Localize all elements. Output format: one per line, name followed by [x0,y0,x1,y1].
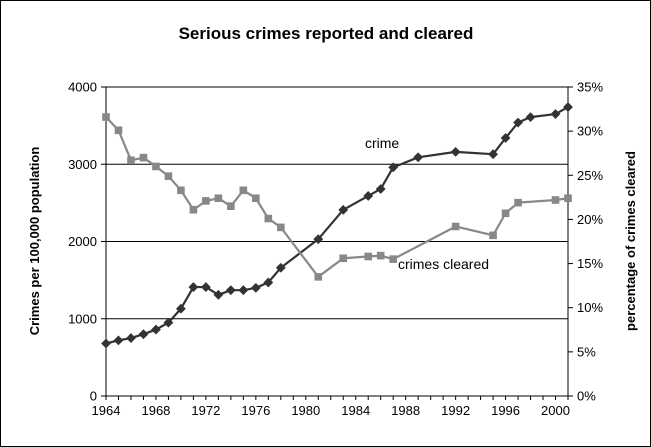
data-point-crimes-cleared [551,196,560,204]
series-markers [101,102,573,349]
data-point-crimes-cleared [389,255,397,263]
data-point-crimes-cleared [451,222,460,231]
data-point-crime [563,102,573,112]
data-point-crime [513,117,523,128]
data-point-crime [488,149,498,160]
data-point-crime [213,289,224,300]
data-point-crime [188,282,199,292]
data-point-crimes-cleared [376,251,385,260]
data-point-crimes-cleared [152,162,160,171]
chart-title: Serious crimes reported and cleared [179,24,474,43]
data-point-crime [500,133,511,143]
y2-tick-label: 30% [577,124,603,139]
data-point-crime [413,152,424,163]
x-tick-label: 1980 [291,403,320,418]
tick-labels: 0 1000 2000 3000 4000 0% 5% 10% 15% 20% 25% 30% 35% 1… [68,80,603,419]
data-point-crimes-cleared [227,202,235,210]
data-point-crimes-cleared [314,273,323,281]
y2-tick-label: 35% [577,80,603,95]
y-tick-label: 4000 [68,80,97,95]
y2-tick-label: 0% [577,389,596,404]
data-point-crimes-cleared [139,153,148,162]
y-axis-label: Crimes per 100,000 population [27,147,42,336]
data-point-crime [338,204,349,215]
x-tick-label: 2000 [541,403,570,418]
data-point-crime [550,109,561,119]
axes [101,86,573,400]
data-point-crimes-cleared [514,198,522,207]
data-point-crimes-cleared [189,205,198,214]
y-tick-label: 1000 [68,311,97,326]
data-point-crimes-cleared [214,194,223,203]
series-line-crime [105,106,569,345]
data-point-crimes-cleared [102,113,110,121]
data-point-crimes-cleared [489,231,497,240]
x-tick-label: 1984 [341,403,370,418]
data-point-crimes-cleared [127,156,135,165]
data-point-crimes-cleared [264,214,273,223]
y2-tick-label: 25% [577,168,603,183]
data-point-crimes-cleared [177,186,185,195]
x-tick-label: 1976 [241,403,270,418]
data-point-crime [238,285,249,296]
y2-tick-label: 20% [577,212,603,227]
y2-tick-label: 5% [577,344,596,359]
data-point-crimes-cleared [501,209,510,218]
data-point-crime [275,262,286,273]
data-point-crime [176,303,186,314]
data-point-crime [250,282,261,293]
data-point-crime [113,335,124,346]
annotation-crime: crime [365,135,399,151]
data-point-crimes-cleared [114,126,123,135]
y-tick-label: 2000 [68,234,97,249]
data-point-crime [525,112,536,123]
data-point-crime [126,333,136,343]
data-point-crime [101,338,111,349]
y-tick-label: 3000 [68,157,97,172]
data-point-crime [200,282,211,292]
data-point-crime [375,184,386,194]
data-point-crimes-cleared [252,194,260,203]
data-point-crime [225,285,236,296]
data-point-crime [313,234,324,245]
gridlines [106,86,568,320]
data-point-crime [388,162,399,173]
x-tick-label: 1992 [441,403,470,418]
data-point-crimes-cleared [202,197,210,205]
y2-tick-label: 10% [577,300,603,315]
data-point-crimes-cleared [239,186,248,195]
x-tick-label: 1968 [141,403,170,418]
data-point-crimes-cleared [164,172,173,180]
data-point-crime [138,329,149,340]
x-tick-label: 1988 [391,403,420,418]
x-tick-label: 1996 [491,403,520,418]
data-point-crime [151,324,161,335]
data-point-crime [263,277,274,288]
x-tick-label: 1972 [191,403,220,418]
data-point-crimes-cleared [277,223,285,232]
y2-tick-label: 15% [577,256,603,271]
y-tick-label: 0 [90,389,97,404]
data-point-crimes-cleared [564,194,572,203]
data-point-crimes-cleared [339,254,348,263]
data-point-crime [363,191,374,201]
annotation-crimes-cleared: crimes cleared [398,256,489,272]
data-point-crime [163,317,174,328]
y2-axis-label: percentage of crimes cleared [623,151,638,331]
x-tick-label: 1964 [92,403,121,418]
data-point-crime [450,146,461,157]
data-point-crimes-cleared [364,252,373,261]
